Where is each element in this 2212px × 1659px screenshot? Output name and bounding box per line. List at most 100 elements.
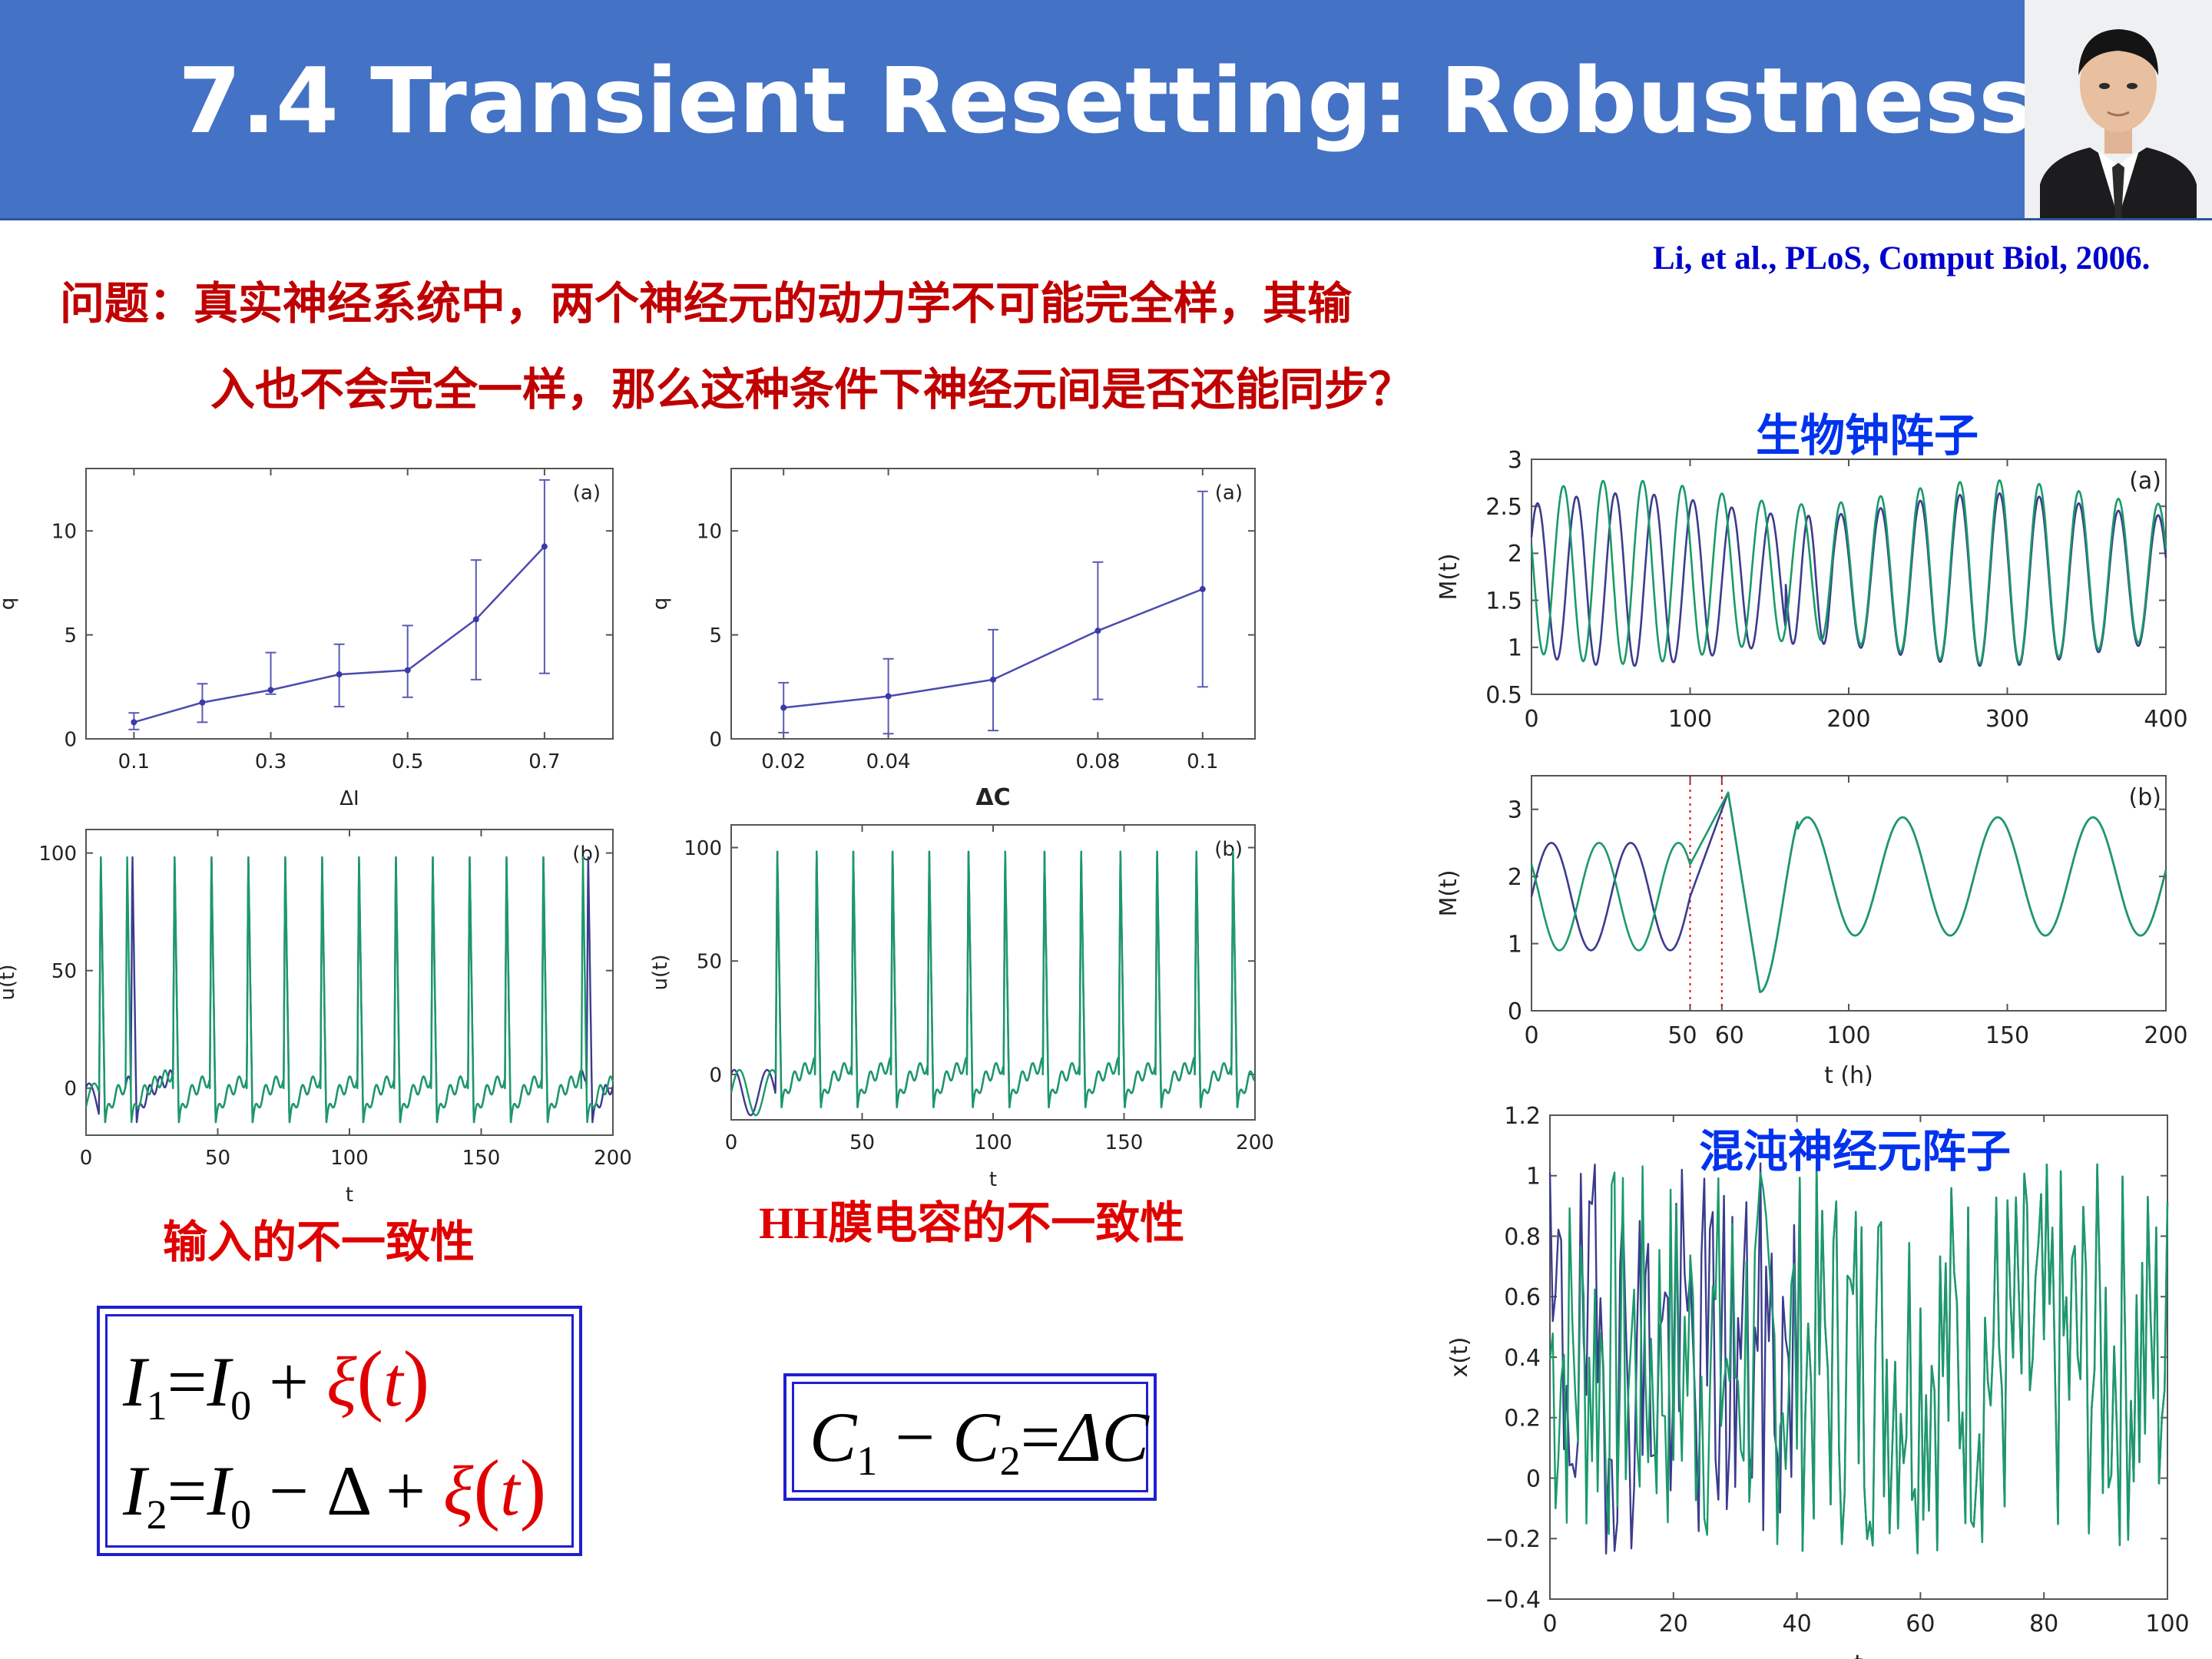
eq2-xi: ξ — [443, 1452, 474, 1530]
x-tick-label: 50 — [1667, 1022, 1697, 1049]
x-tick-label: 50 — [849, 1131, 875, 1154]
input-equation-1: I1=I0 + ξ(t) — [123, 1335, 430, 1429]
eq1-sub-1: 1 — [146, 1382, 167, 1429]
data-point — [267, 687, 274, 694]
cap-eq-c1: C — [810, 1398, 857, 1476]
reset-trace-1 — [1530, 791, 2167, 993]
data-point — [885, 693, 892, 700]
plot-frame — [85, 468, 614, 740]
data-point — [541, 543, 548, 550]
eq2-sub-0: 0 — [230, 1492, 252, 1538]
x-tick-label: 0 — [80, 1147, 93, 1170]
plot-frame — [1531, 775, 2167, 1012]
x-axis-label: t (h) — [1824, 1062, 1873, 1089]
x-tick-label: 0 — [1542, 1611, 1557, 1637]
eq2-t: t — [500, 1452, 520, 1530]
x-tick-label: 100 — [1826, 1022, 1870, 1049]
x-tick-label: 0 — [1524, 706, 1538, 733]
y-tick-label: 1 — [1526, 1164, 1541, 1190]
data-point — [472, 616, 479, 623]
y-tick-label: 0.2 — [1504, 1406, 1541, 1432]
y-tick-label: 1.2 — [1504, 1103, 1541, 1130]
x-axis-label: ΔI — [339, 787, 359, 810]
question-line-2: 入也不会完全一样，那么这种条件下神经元间是否还能同步？ — [210, 363, 1414, 416]
y-tick-label: 5 — [64, 624, 77, 647]
y-axis-label: q — [649, 598, 672, 611]
y-tick-label: 0.4 — [1504, 1345, 1541, 1372]
x-tick-label: 60 — [1906, 1611, 1935, 1637]
eq2-sub-2: 2 — [146, 1492, 167, 1538]
y-tick-label: 100 — [684, 837, 722, 860]
panel-label: (b) — [1214, 838, 1243, 861]
neuron-2-trace — [84, 856, 614, 1124]
clock-trace-2 — [1530, 479, 2167, 665]
u-spikes-input-chart: 0 50 100 150 200 0 50 100 (b) u(t) t — [0, 829, 632, 1207]
y-tick-label: 1 — [1508, 635, 1522, 662]
neuron-1-trace — [730, 850, 1256, 1117]
x-tick-label: 40 — [1783, 1611, 1812, 1637]
eq1-t: t — [383, 1343, 403, 1421]
y-tick-label: 2.5 — [1485, 494, 1522, 521]
plot-frame — [730, 468, 1256, 740]
eq2-symbol-i0: I — [207, 1452, 231, 1530]
y-tick-label: 50 — [51, 960, 77, 983]
data-point — [990, 676, 996, 683]
x-axis-label: t — [346, 1184, 353, 1207]
x-tick-label: 0.08 — [1075, 750, 1120, 773]
cap-eq-equals: = — [1020, 1398, 1061, 1476]
y-axis-label: u(t) — [0, 965, 19, 1001]
y-tick-label: 10 — [697, 521, 722, 544]
input-equation-box: I1=I0 + ξ(t) I2=I0 − Δ + ξ(t) — [97, 1306, 582, 1556]
plot-frame — [1531, 459, 2167, 695]
y-tick-label: 0.5 — [1485, 682, 1522, 709]
panel-label: (b) — [2129, 784, 2161, 811]
clock-reset-chart: 0 50 60 100 150 200 0 1 2 3 (b) M(t) t (h) — [1435, 775, 2188, 1089]
neuron-1-trace — [84, 856, 614, 1124]
y-tick-label: 0 — [709, 1064, 722, 1087]
y-tick-label: 0 — [64, 728, 77, 751]
data-point — [336, 671, 343, 678]
y-tick-label: 2 — [1508, 864, 1522, 891]
y-tick-label: 100 — [38, 843, 77, 866]
data-point — [1094, 628, 1101, 634]
x-axis-label: t — [1854, 1651, 1863, 1659]
q-vs-delta-i-chart: 0.1 0.3 0.5 0.7 0 5 10 (a) q ΔI — [0, 468, 614, 810]
author-photo — [2025, 0, 2212, 218]
eq1-symbol-i0: I — [207, 1343, 231, 1421]
x-tick-label: 0 — [1524, 1022, 1538, 1049]
eq2-delta: Δ — [326, 1452, 369, 1530]
data-point — [780, 704, 787, 711]
eq2-plus: + — [386, 1452, 426, 1530]
cap-eq-rhs: ΔC — [1060, 1398, 1149, 1476]
x-tick-label: 150 — [462, 1147, 501, 1170]
data-point — [1199, 586, 1206, 593]
reset-trace-2 — [1530, 791, 2167, 993]
y-tick-label: 0.8 — [1504, 1224, 1541, 1250]
y-tick-label: 50 — [697, 951, 722, 974]
eq2-minus: − — [269, 1452, 310, 1530]
chaotic-neurons-chart: 0 20 40 60 80 100 −0.4 −0.2 0 0.2 0.4 0.6 0.8 1 1.2 x(t… — [1446, 1103, 2190, 1659]
y-tick-label: 0.6 — [1504, 1284, 1541, 1311]
portrait-illustration — [2025, 0, 2212, 218]
cap-eq-c2: C — [952, 1398, 1000, 1476]
x-tick-label: 200 — [594, 1147, 632, 1170]
panel-label: (a) — [1215, 482, 1243, 505]
y-tick-label: 0 — [709, 728, 722, 751]
eq1-plus: + — [269, 1343, 310, 1421]
x-tick-label: 0.1 — [118, 750, 150, 773]
x-tick-label: 200 — [2144, 1022, 2187, 1049]
title-banner: 7.4 Transient Resetting: Robustness — [0, 0, 2212, 220]
y-tick-label: 3 — [1508, 797, 1522, 824]
y-tick-label: 0 — [1526, 1465, 1541, 1492]
eq2-symbol-i: I — [123, 1452, 147, 1530]
y-tick-label: −0.2 — [1485, 1526, 1541, 1553]
y-tick-label: 0 — [1508, 998, 1522, 1025]
y-tick-label: −0.4 — [1485, 1587, 1541, 1614]
x-tick-label: 0.04 — [866, 750, 911, 773]
y-tick-label: 2 — [1508, 541, 1522, 568]
y-tick-label: 1 — [1508, 931, 1522, 958]
x-tick-label: 80 — [2029, 1611, 2058, 1637]
y-axis-label: M(t) — [1435, 553, 1462, 600]
y-axis-label: u(t) — [649, 955, 672, 991]
x-tick-label: 0.7 — [528, 750, 560, 773]
